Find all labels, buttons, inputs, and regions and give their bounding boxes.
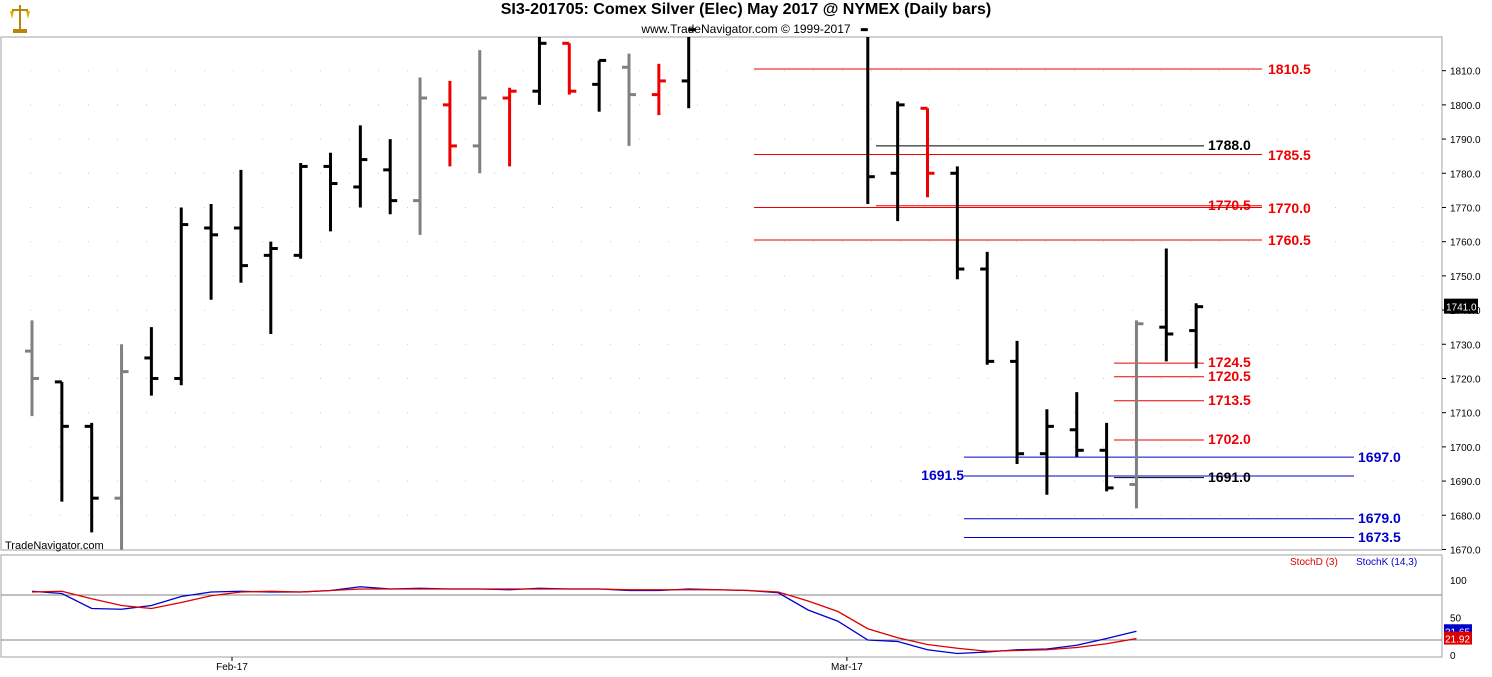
stochastic-y-tick-label: 100 <box>1450 576 1467 587</box>
watermark: TradeNavigator.com <box>5 540 104 552</box>
chart-subtitle: www.TradeNavigator.com © 1999-2017 <box>641 22 851 36</box>
stochastic-legend-entry: StochK (14,3) <box>1356 557 1417 568</box>
level-label: 1770.0 <box>1268 200 1311 216</box>
stochastic-y-tick-label: 50 <box>1450 614 1462 625</box>
stochastic-line <box>31 588 1137 652</box>
y-tick-label: 1690.0 <box>1450 477 1481 488</box>
stochastic-y-tick-label: 0 <box>1450 651 1456 662</box>
stochastic-line <box>31 586 1137 655</box>
level-label: 1697.0 <box>1358 449 1401 465</box>
stochastic-value-tag <box>1444 631 1472 645</box>
x-tick-label: Feb-17 <box>216 662 248 673</box>
level-label: 1679.0 <box>1358 510 1401 526</box>
stochastic-panel-frame <box>0 554 1443 658</box>
y-tick-label: 1810.0 <box>1450 67 1481 78</box>
level-label: 1760.5 <box>1268 232 1311 248</box>
level-label: 1810.5 <box>1268 61 1311 77</box>
y-tick-label: 1800.0 <box>1450 101 1481 112</box>
price-panel-frame <box>0 36 1443 551</box>
level-label: 1724.5 <box>1208 354 1251 370</box>
y-tick-label: 1790.0 <box>1450 135 1481 146</box>
y-tick-label: 1670.0 <box>1450 545 1481 556</box>
level-label: 1691.5 <box>921 467 964 483</box>
last-price-label: 1741.0 <box>1446 303 1477 314</box>
y-tick-label: 1770.0 <box>1450 203 1481 214</box>
level-label: 1720.5 <box>1208 368 1251 384</box>
chart-title: SI3-201705: Comex Silver (Elec) May 2017… <box>500 1 992 18</box>
y-tick-label: 1760.0 <box>1450 238 1481 249</box>
level-label: 1785.5 <box>1268 147 1311 163</box>
y-tick-label: 1680.0 <box>1450 511 1481 522</box>
last-price-tag <box>1444 298 1478 314</box>
trade-navigator-logo-icon <box>10 5 30 33</box>
y-tick-label: 1710.0 <box>1450 409 1481 420</box>
y-tick-label: 1750.0 <box>1450 272 1481 283</box>
y-tick-label: 1700.0 <box>1450 443 1481 454</box>
level-label: 1713.5 <box>1208 392 1251 408</box>
level-label: 1788.0 <box>1208 137 1251 153</box>
level-label: 1691.0 <box>1208 469 1251 485</box>
y-tick-label: 1780.0 <box>1450 169 1481 180</box>
x-tick-label: Mar-17 <box>831 662 863 673</box>
level-label: 1770.5 <box>1208 197 1251 213</box>
y-tick-label: 1730.0 <box>1450 340 1481 351</box>
level-label: 1702.0 <box>1208 431 1251 447</box>
y-tick-label: 1720.0 <box>1450 374 1481 385</box>
level-label: 1673.5 <box>1358 529 1401 545</box>
stochastic-value-label: 21.92 <box>1445 635 1470 646</box>
stochastic-legend-entry: StochD (3) <box>1290 557 1338 568</box>
